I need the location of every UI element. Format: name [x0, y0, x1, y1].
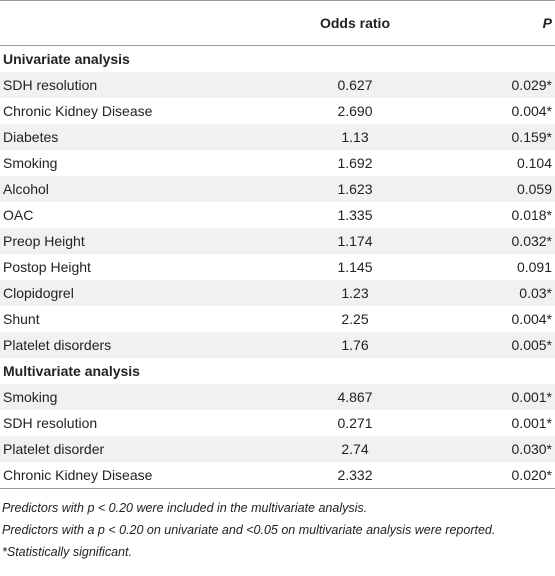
predictor: SDH resolution [0, 72, 279, 98]
odds-ratio: 0.271 [337, 415, 373, 431]
p-value: 0.091 [516, 259, 552, 275]
data-row: Chronic Kidney Disease 2.690 0.004* [0, 98, 555, 124]
odds-ratio: 0.627 [279, 72, 431, 98]
results-table: Odds ratio P Univariate analysis SDH reso… [0, 0, 555, 489]
p-value: 0.001* [431, 384, 555, 410]
table-body: Univariate analysis SDH resolution 0.627 0.… [0, 46, 555, 489]
odds-ratio: 1.174 [279, 228, 431, 254]
predictor: Preop Height [0, 228, 279, 254]
predictor: Chronic Kidney Disease [3, 103, 153, 119]
p-value: 0.004* [511, 311, 552, 327]
p-value: 0.159* [431, 124, 555, 150]
predictor: Diabetes [0, 124, 279, 150]
p-value: 0.005* [431, 332, 555, 358]
odds-ratio: 1.145 [337, 259, 373, 275]
predictor: OAC [3, 207, 34, 223]
data-row: Platelet disorder 2.74 0.030* [0, 436, 555, 462]
predictor: Platelet disorders [0, 332, 279, 358]
odds-ratio: 2.25 [341, 311, 369, 327]
odds-ratio: 2.332 [279, 462, 431, 489]
predictor: Smoking [3, 155, 58, 171]
p-value: 0.059 [431, 176, 555, 202]
predictor: Clopidogrel [0, 280, 279, 306]
odds-ratio: 2.690 [337, 103, 373, 119]
data-row: Chronic Kidney Disease 2.332 0.020* [0, 462, 555, 489]
p-value: 0.032* [431, 228, 555, 254]
section-row: Multivariate analysis [0, 358, 555, 384]
predictor: Chronic Kidney Disease [0, 462, 279, 489]
header-row: Odds ratio P [0, 0, 555, 46]
data-row: Smoking 1.692 0.104 [0, 150, 555, 176]
predictor: Platelet disorder [0, 436, 279, 462]
footnote: Predictors with a p < 0.20 on univariate… [2, 523, 496, 537]
footnote: Predictors with p < 0.20 were included i… [2, 501, 368, 515]
data-row: Postop Height 1.145 0.091 [0, 254, 555, 280]
header-cell: Odds ratio [279, 0, 431, 46]
predictor: Shunt [3, 311, 40, 327]
odds-ratio: 1.76 [279, 332, 431, 358]
p-value: 0.004* [511, 103, 552, 119]
footnote: *Statistically significant. [2, 545, 132, 559]
predictor: SDH resolution [3, 415, 98, 431]
odds-ratio: 1.13 [279, 124, 431, 150]
predictor: Alcohol [0, 176, 279, 202]
odds-ratio: 1.23 [279, 280, 431, 306]
p-value: 0.03* [431, 280, 555, 306]
predictor: Smoking [0, 384, 279, 410]
data-row: Shunt 2.25 0.004* [0, 306, 555, 332]
odds-ratio: 1.692 [337, 155, 373, 171]
p-value: 0.029* [431, 72, 555, 98]
data-row: Smoking 4.867 0.001* [0, 384, 555, 410]
p-value: 0.020* [431, 462, 555, 489]
data-row: SDH resolution 0.627 0.029* [0, 72, 555, 98]
data-row: Preop Height 1.174 0.032* [0, 228, 555, 254]
data-row: Platelet disorders 1.76 0.005* [0, 332, 555, 358]
odds-ratio: 2.74 [279, 436, 431, 462]
odds-ratio: 1.623 [279, 176, 431, 202]
p-value: 0.104 [516, 155, 552, 171]
footnotes: Predictors with p < 0.20 were included i… [0, 497, 555, 563]
data-row: Diabetes 1.13 0.159* [0, 124, 555, 150]
p-value: 0.001* [511, 415, 552, 431]
data-row: Alcohol 1.623 0.059 [0, 176, 555, 202]
data-row: OAC 1.335 0.018* [0, 202, 555, 228]
section-title: Multivariate analysis [3, 363, 140, 379]
odds-ratio: 4.867 [279, 384, 431, 410]
predictor: Postop Height [3, 259, 91, 275]
data-row: SDH resolution 0.271 0.001* [0, 410, 555, 436]
data-row: Clopidogrel 1.23 0.03* [0, 280, 555, 306]
p-value: 0.030* [431, 436, 555, 462]
header-cell: P [431, 0, 555, 46]
section-row: Univariate analysis [0, 46, 555, 73]
header-cell [0, 0, 279, 46]
section-title: Univariate analysis [3, 51, 130, 67]
odds-ratio: 1.335 [337, 207, 373, 223]
p-value: 0.018* [511, 207, 552, 223]
